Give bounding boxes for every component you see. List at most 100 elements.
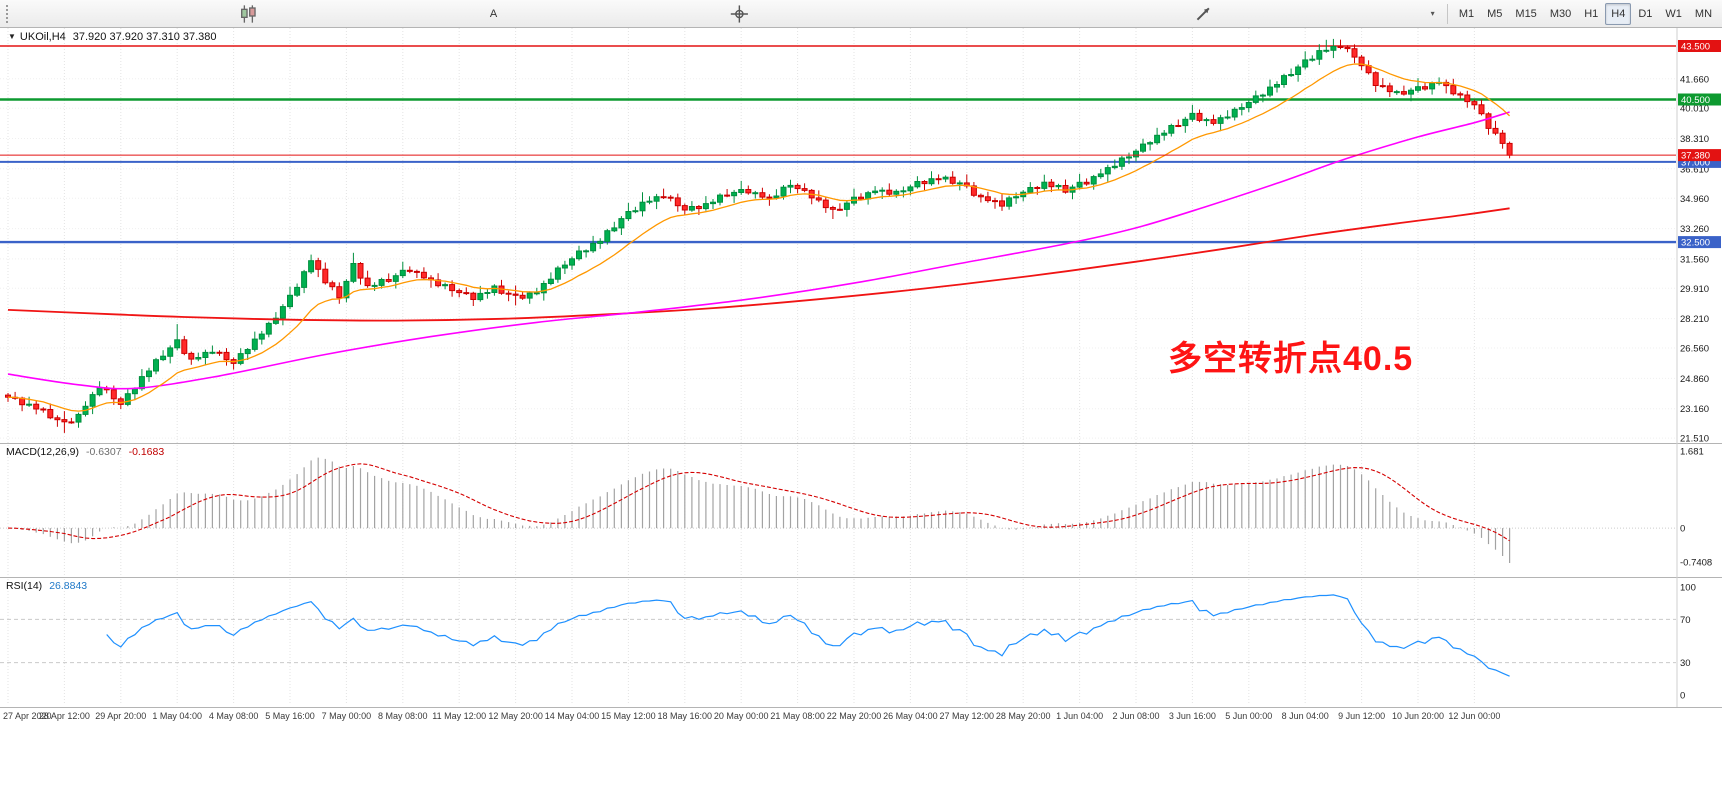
timeframe-button-M5[interactable]: M5	[1481, 3, 1508, 25]
rsi-line	[106, 594, 1510, 677]
time-axis-label: 10 Jun 20:00	[1391, 711, 1445, 721]
time-axis-label: 1 May 04:00	[152, 711, 202, 721]
macd-main-value: -0.6307	[85, 446, 122, 458]
svg-text:29.910: 29.910	[1680, 284, 1709, 295]
ma-fast-line	[7, 63, 1511, 412]
draw-arrow-icon	[1196, 7, 1210, 20]
timeframe-button-W1[interactable]: W1	[1659, 3, 1688, 25]
chart-menu-arrow-icon[interactable]: ▼	[8, 32, 16, 41]
chart-symbol-title: UKOil,H4	[19, 31, 66, 43]
svg-text:70: 70	[1680, 615, 1691, 626]
svg-text:1.681: 1.681	[1680, 447, 1704, 458]
time-axis-label: 9 Jun 12:00	[1338, 711, 1386, 721]
svg-text:38.310: 38.310	[1680, 134, 1709, 145]
crosshair-icon	[730, 4, 748, 23]
main-price-panel[interactable]: 41.660 40.010 38.310 36.610 34.960 33.260 31.5…	[0, 28, 1722, 443]
time-axis-label: 12 Jun 00:00	[1448, 711, 1501, 721]
macd-panel[interactable]: 1.681 0 -0.7408	[0, 443, 1722, 577]
timeframe-button-M15[interactable]: M15	[1509, 3, 1542, 25]
ma-mid-line	[7, 111, 1510, 390]
time-axis-label: 5 May 16:00	[265, 711, 315, 721]
time-axis-label: 4 May 08:00	[208, 711, 259, 721]
svg-text:31.560: 31.560	[1680, 254, 1709, 265]
macd-signal-value: -0.1683	[128, 446, 165, 458]
price-axis-labels[interactable]: 41.660 40.010 38.310 36.610 34.960 33.260 31.5…	[1678, 40, 1721, 443]
chart-title-row: ▼ UKOil,H4 37.920 37.920 37.310 37.380	[8, 31, 217, 43]
svg-text:41.660: 41.660	[1680, 74, 1709, 85]
svg-text:37.380: 37.380	[1681, 151, 1710, 162]
chevron-down-icon: ▾	[1430, 9, 1435, 18]
rsi-grid	[0, 579, 1676, 705]
time-axis-label: 22 May 20:00	[826, 711, 882, 721]
time-axis-label: 14 May 04:00	[544, 711, 600, 721]
time-axis-label: 18 May 16:00	[657, 711, 713, 721]
rsi-axis-labels[interactable]: 100 70 30 0	[1680, 583, 1696, 702]
rsi-label-row: RSI(14) 26.8843	[6, 580, 87, 592]
time-axis-label: 21 May 08:00	[770, 711, 825, 721]
timeframe-group: M1 M5 M15 M30 H1 H4 D1 W1 MN	[1453, 2, 1718, 25]
chart-type-button[interactable]	[15, 3, 482, 25]
ma-slow-line	[7, 207, 1510, 322]
toolbar: A ▾ M1 M5 M15 M30 H1 H4 D1 W1 MN	[0, 0, 1722, 28]
svg-text:-0.7408: -0.7408	[1680, 558, 1712, 569]
time-axis-label: 28 May 20:00	[995, 711, 1051, 721]
svg-text:26.560: 26.560	[1680, 344, 1709, 355]
candles	[5, 38, 1513, 433]
candlestick-chart-icon	[240, 4, 256, 23]
price-badge-37.380: 37.380	[1678, 149, 1721, 162]
time-axis-label: 27 Apr 2020	[3, 711, 52, 721]
macd-grid	[0, 445, 1676, 575]
time-axis-label: 8 Jun 04:00	[1281, 711, 1329, 721]
time-axis-label: 1 Jun 04:00	[1056, 711, 1104, 721]
cursor-mode-button[interactable]: A	[482, 3, 506, 25]
svg-text:40.500: 40.500	[1681, 95, 1710, 106]
timeframe-button-H4[interactable]: H4	[1605, 2, 1632, 25]
price-badge-43.500: 43.500	[1678, 40, 1721, 53]
rsi-panel[interactable]: 100 70 30 0	[0, 577, 1722, 707]
svg-text:40.010: 40.010	[1680, 104, 1709, 115]
time-axis-label: 28 Apr 12:00	[38, 711, 90, 721]
svg-text:33.260: 33.260	[1680, 224, 1709, 235]
svg-text:0: 0	[1680, 524, 1685, 535]
cursor-a-label: A	[489, 7, 498, 20]
time-axis-label: 2 Jun 08:00	[1112, 711, 1160, 721]
svg-text:43.500: 43.500	[1681, 42, 1710, 53]
macd-axis-labels[interactable]: 1.681 0 -0.7408	[1680, 447, 1712, 569]
time-axis-label: 12 May 20:00	[488, 711, 543, 721]
svg-text:24.860: 24.860	[1680, 374, 1709, 385]
svg-text:34.960: 34.960	[1680, 194, 1709, 205]
time-axis[interactable]: 27 Apr 2020 28 Apr 12:00 29 Apr 20:00 1 May…	[0, 707, 1722, 725]
time-axis-label: 26 May 04:00	[883, 711, 938, 721]
svg-text:37.000: 37.000	[1681, 157, 1710, 168]
price-badge-32.500: 32.500	[1678, 236, 1721, 249]
svg-text:32.500: 32.500	[1681, 238, 1710, 249]
timeframe-button-H1[interactable]: H1	[1578, 3, 1604, 25]
macd-signal-line	[7, 463, 1510, 542]
time-axis-label: 5 Jun 00:00	[1225, 711, 1273, 721]
time-axis-label: 3 Jun 16:00	[1168, 711, 1216, 721]
timeframe-button-MN[interactable]: MN	[1689, 3, 1718, 25]
draw-tools-button[interactable]: ▾	[972, 3, 1440, 25]
timeframe-button-D1[interactable]: D1	[1632, 3, 1658, 25]
timeframe-button-M30[interactable]: M30	[1544, 3, 1577, 25]
svg-text:28.210: 28.210	[1680, 314, 1709, 325]
svg-text:36.610: 36.610	[1680, 164, 1709, 175]
time-axis-label: 11 May 12:00	[432, 711, 487, 721]
chart-ohlc-values: 37.920 37.920 37.310 37.380	[72, 31, 217, 43]
rsi-name: RSI(14)	[6, 580, 43, 592]
svg-text:30: 30	[1680, 658, 1691, 669]
svg-text:21.510: 21.510	[1680, 434, 1709, 443]
timeframe-button-M1[interactable]: M1	[1453, 3, 1480, 25]
time-axis-label: 15 May 12:00	[601, 711, 656, 721]
svg-text:23.160: 23.160	[1680, 404, 1709, 415]
time-axis-label: 27 May 12:00	[939, 711, 995, 721]
crosshair-button[interactable]	[506, 3, 973, 25]
svg-text:0: 0	[1680, 691, 1685, 702]
time-axis-label: 20 May 00:00	[713, 711, 769, 721]
time-axis-label: 7 May 00:00	[321, 711, 372, 721]
svg-text:100: 100	[1680, 583, 1696, 594]
macd-histogram	[14, 457, 1511, 563]
price-badge-40.500: 40.500	[1678, 93, 1721, 106]
toolbar-grip[interactable]	[6, 4, 9, 23]
